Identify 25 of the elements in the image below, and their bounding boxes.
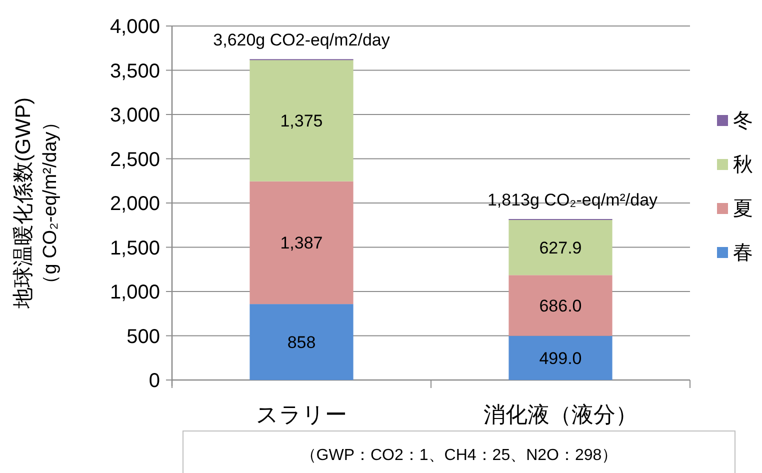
y-tick-label: 2,500 [110,148,160,171]
y-tick-label: 3,500 [110,60,160,82]
y-tick-label: 2,000 [110,193,160,215]
total-label: 3,620g CO2-eq/m2/day [213,30,390,50]
y-tick-label: 3,000 [110,104,160,126]
data-label: 858 [287,333,316,352]
x-tick-label: 消化液（液分） [484,402,638,427]
total-label: 1,813g CO₂-eq/m²/day [487,190,658,210]
y-tick-label: 1,500 [110,237,160,260]
legend-label: 秋 [733,154,753,176]
legend-label: 冬 [733,110,753,132]
text: （GWP：CO2：1、CH4：25、N2O：298） [300,447,618,464]
y-tick-label: 4,000 [110,16,160,38]
data-label: 1,375 [280,111,323,130]
legend-label: 夏 [733,198,753,220]
x-tick-label: スラリー [256,402,347,427]
y-tick-label: 0 [148,370,160,392]
y-axis-title: 地球温暖化係数(GWP) （g CO₂-eq/m²/day） [12,97,61,310]
legend-label: 春 [733,242,753,264]
data-label: 627.9 [539,238,582,258]
y-tick-label: 1,000 [110,282,160,304]
data-label: 499.0 [539,348,582,368]
y-tick-label: 500 [126,326,160,348]
data-label: 1,387 [280,234,323,253]
data-label: 686.0 [539,296,582,316]
